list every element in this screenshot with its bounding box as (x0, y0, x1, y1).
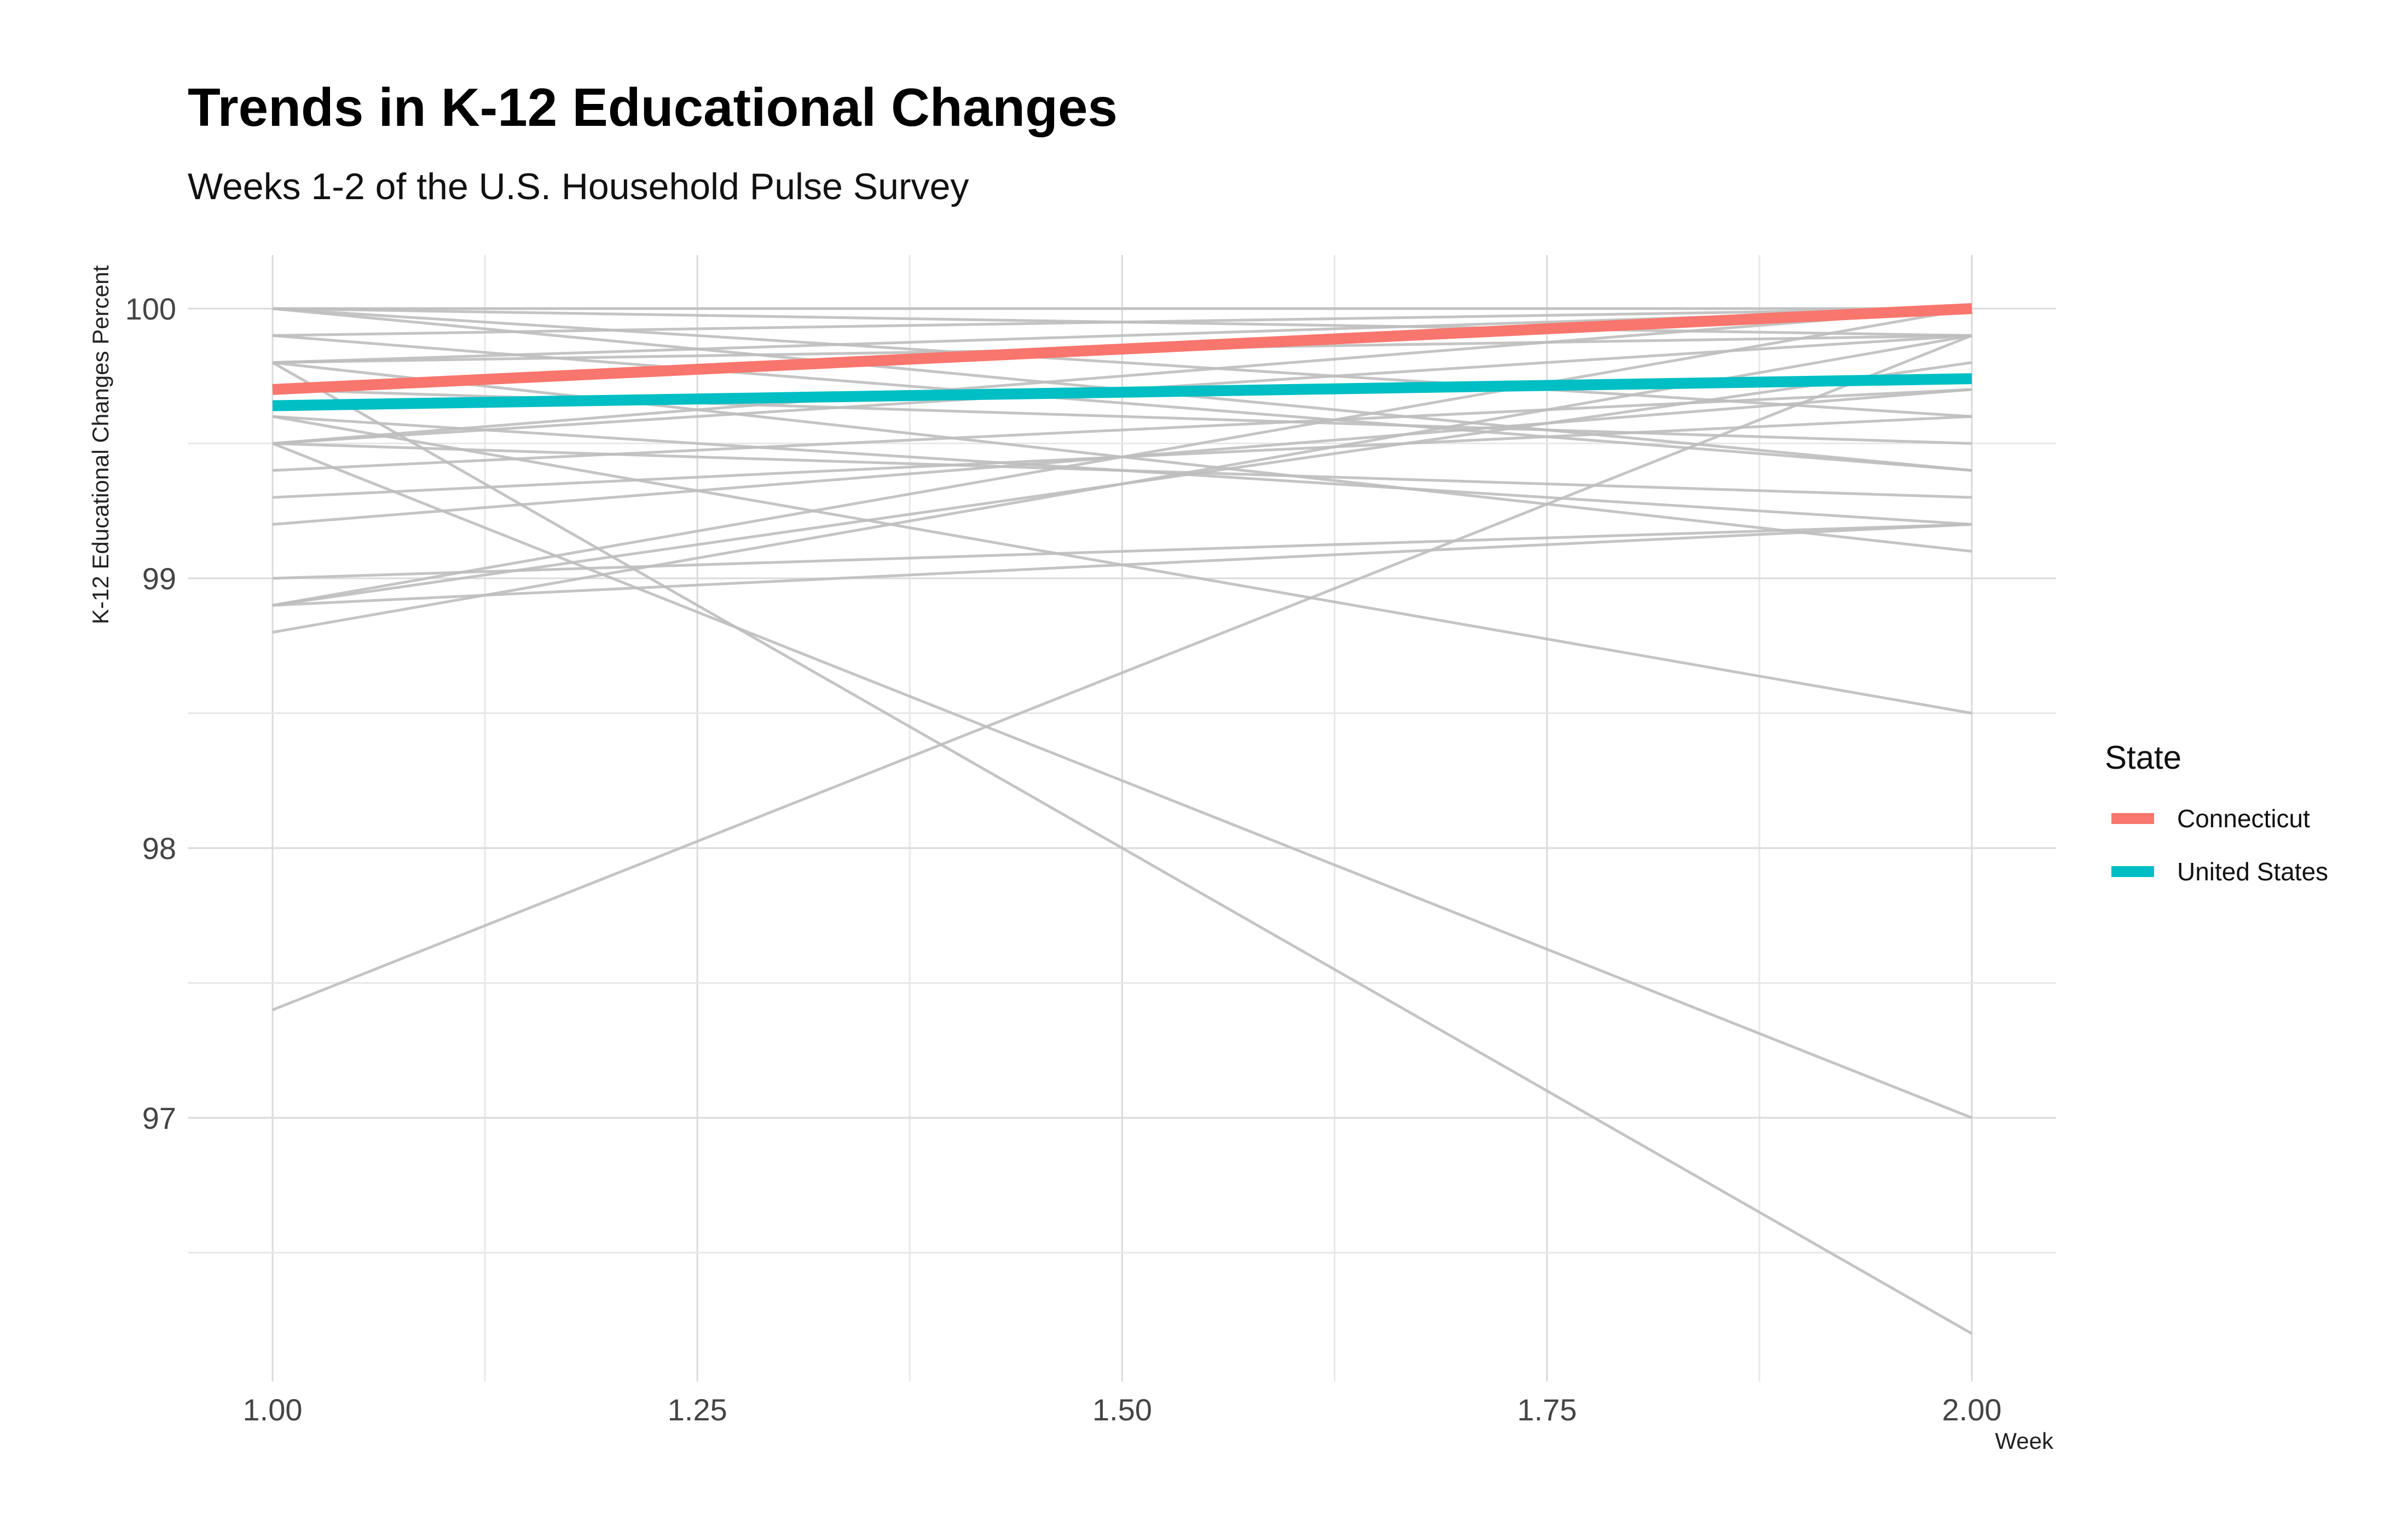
legend: State Connecticut United States (2105, 739, 2328, 886)
background-line (272, 307, 1972, 418)
legend-label-united-states: United States (2177, 857, 2328, 886)
y-axis-label: K-12 Educational Changes Percent (88, 265, 113, 624)
highlighted-series-lines (272, 303, 1972, 411)
legend-label-connecticut: Connecticut (2177, 804, 2310, 833)
x-tick-label: 1.75 (1517, 1392, 1577, 1427)
y-tick-label: 99 (142, 561, 176, 596)
background-line (272, 523, 1972, 607)
x-tick-label: 1.50 (1092, 1392, 1152, 1427)
background-line (272, 442, 1972, 499)
x-tick-label: 1.25 (668, 1392, 727, 1427)
background-line (272, 307, 1972, 337)
grid-lines (188, 255, 2056, 1382)
y-axis-ticks: 97 98 99 100 (125, 292, 176, 1135)
background-line (272, 523, 1972, 580)
series-line-connecticut (272, 303, 1972, 395)
x-axis-ticks: 1.00 1.25 1.50 1.75 2.00 (243, 1392, 2002, 1427)
chart-title: Trends in K-12 Educational Changes (188, 77, 1118, 137)
background-line (272, 334, 1972, 1012)
x-axis-label: Week (1995, 1428, 2054, 1454)
legend-title: State (2105, 739, 2181, 776)
chart-subtitle: Weeks 1-2 of the U.S. Household Pulse Su… (188, 166, 969, 207)
y-tick-label: 100 (125, 292, 176, 326)
background-line (271, 361, 1973, 1335)
x-tick-label: 2.00 (1942, 1392, 2002, 1427)
series-line-united-states (272, 373, 1972, 411)
x-tick-label: 1.00 (243, 1392, 303, 1427)
background-line (272, 307, 1972, 607)
y-tick-label: 98 (142, 831, 176, 866)
y-tick-label: 97 (142, 1101, 176, 1135)
background-line (272, 307, 1972, 445)
